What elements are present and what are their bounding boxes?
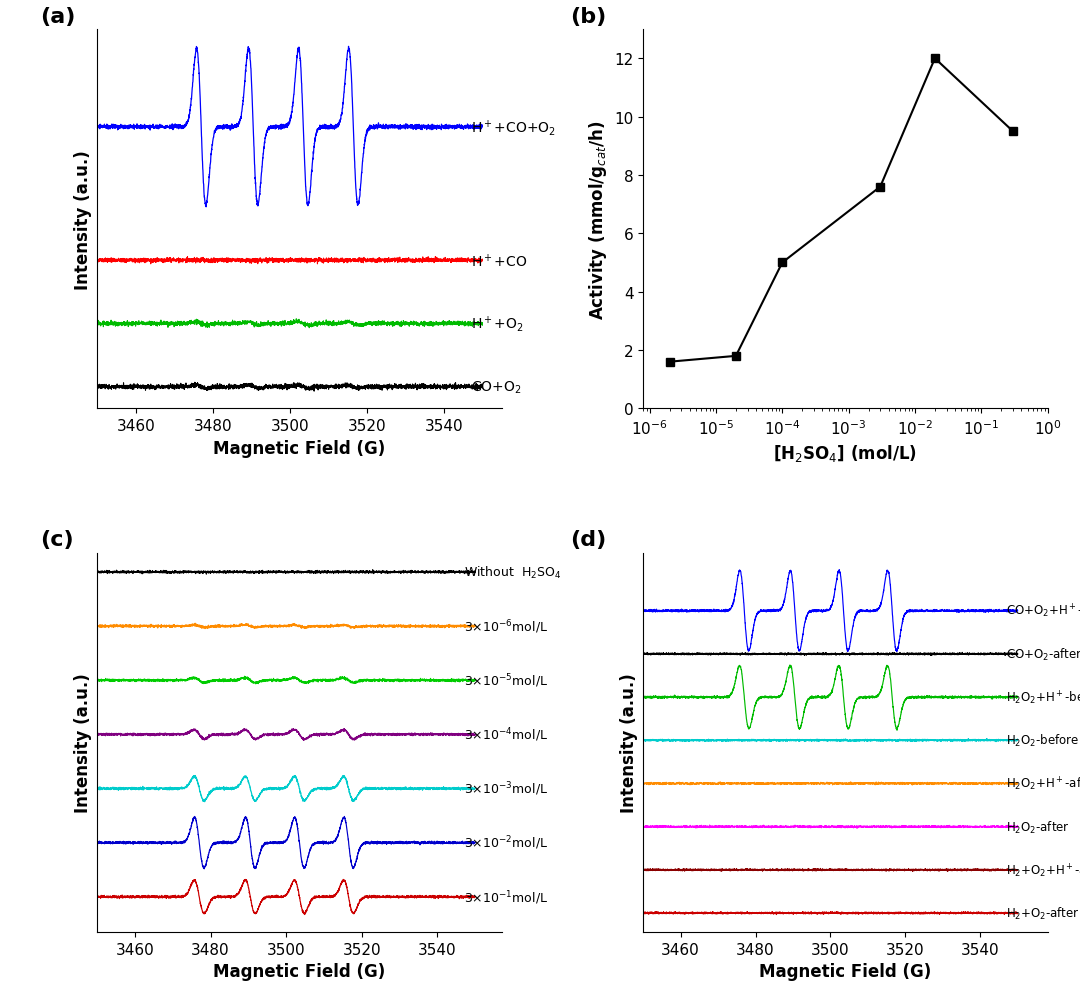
Text: H$_2$O$_2$+H$^+$-after: H$_2$O$_2$+H$^+$-after [1007, 775, 1080, 793]
Text: H$_2$+O$_2$-after: H$_2$+O$_2$-after [1007, 905, 1080, 921]
Text: H$_2$O$_2$-after: H$_2$O$_2$-after [1007, 819, 1070, 835]
Y-axis label: Activity (mmol/g$_{cat}$/h): Activity (mmol/g$_{cat}$/h) [586, 120, 609, 320]
X-axis label: Magnetic Field (G): Magnetic Field (G) [213, 439, 386, 457]
Text: H$_2$O$_2$+H$^+$-before: H$_2$O$_2$+H$^+$-before [1007, 688, 1080, 706]
Text: CO+O$_2$-after: CO+O$_2$-after [1007, 646, 1080, 662]
Text: (d): (d) [570, 529, 607, 549]
X-axis label: [H$_2$SO$_4$] (mol/L): [H$_2$SO$_4$] (mol/L) [773, 443, 917, 464]
Text: Without  H$_2$SO$_4$: Without H$_2$SO$_4$ [463, 564, 562, 580]
Text: CO+O$_2$+H$^+$-after: CO+O$_2$+H$^+$-after [1007, 602, 1080, 620]
Y-axis label: Intensity (a.u.): Intensity (a.u.) [73, 672, 92, 813]
Text: H$^+$+CO+O$_2$: H$^+$+CO+O$_2$ [471, 117, 556, 137]
Y-axis label: Intensity (a.u.): Intensity (a.u.) [620, 672, 637, 813]
Text: 3×10$^{-3}$mol/L: 3×10$^{-3}$mol/L [463, 780, 548, 798]
Text: 3×10$^{-4}$mol/L: 3×10$^{-4}$mol/L [463, 725, 548, 743]
Text: H$^+$+O$_2$: H$^+$+O$_2$ [471, 315, 524, 334]
Text: H$_2$O$_2$-before: H$_2$O$_2$-before [1007, 732, 1080, 748]
Text: H$^+$+CO: H$^+$+CO [471, 253, 527, 270]
Text: 3×10$^{-5}$mol/L: 3×10$^{-5}$mol/L [463, 671, 548, 689]
Text: 3×10$^{-6}$mol/L: 3×10$^{-6}$mol/L [463, 617, 548, 635]
X-axis label: Magnetic Field (G): Magnetic Field (G) [213, 962, 386, 980]
Text: (a): (a) [41, 6, 76, 26]
Text: (c): (c) [41, 529, 75, 549]
Text: (b): (b) [570, 6, 607, 26]
Text: H$_2$+O$_2$+H$^+$-after: H$_2$+O$_2$+H$^+$-after [1007, 862, 1080, 879]
Y-axis label: Intensity (a.u.): Intensity (a.u.) [73, 149, 92, 290]
Text: CO+O$_2$: CO+O$_2$ [471, 379, 522, 396]
X-axis label: Magnetic Field (G): Magnetic Field (G) [759, 962, 932, 980]
Text: 3×10$^{-1}$mol/L: 3×10$^{-1}$mol/L [463, 888, 548, 906]
Text: 3×10$^{-2}$mol/L: 3×10$^{-2}$mol/L [463, 834, 548, 852]
